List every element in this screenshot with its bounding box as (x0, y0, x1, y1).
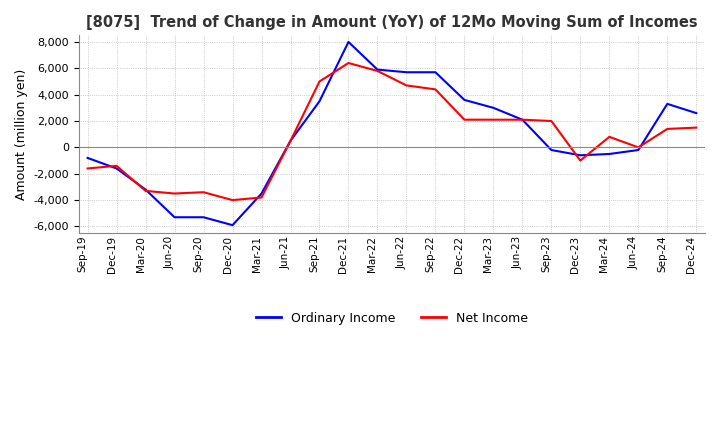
Ordinary Income (141, 187, 150, 192)
Net Income (634, 145, 643, 150)
Net Income (228, 198, 237, 203)
Ordinary Income (373, 67, 382, 72)
Y-axis label: Amount (million yen): Amount (million yen) (15, 69, 28, 200)
Net Income (286, 138, 294, 143)
Ordinary Income (315, 99, 324, 104)
Ordinary Income (84, 155, 92, 161)
Net Income (199, 190, 208, 195)
Title: [8075]  Trend of Change in Amount (YoY) of 12Mo Moving Sum of Incomes: [8075] Trend of Change in Amount (YoY) o… (86, 15, 698, 30)
Ordinary Income (489, 105, 498, 110)
Net Income (489, 117, 498, 122)
Net Income (315, 79, 324, 84)
Net Income (663, 126, 672, 132)
Line: Net Income: Net Income (88, 63, 696, 200)
Net Income (344, 60, 353, 66)
Legend: Ordinary Income, Net Income: Ordinary Income, Net Income (251, 307, 533, 330)
Net Income (257, 195, 266, 200)
Net Income (402, 83, 411, 88)
Ordinary Income (257, 191, 266, 196)
Net Income (112, 163, 121, 169)
Ordinary Income (547, 147, 556, 153)
Line: Ordinary Income: Ordinary Income (88, 42, 696, 225)
Ordinary Income (286, 138, 294, 143)
Net Income (576, 158, 585, 163)
Net Income (460, 117, 469, 122)
Ordinary Income (431, 70, 440, 75)
Net Income (84, 166, 92, 171)
Net Income (170, 191, 179, 196)
Net Income (431, 87, 440, 92)
Ordinary Income (576, 153, 585, 158)
Net Income (605, 134, 613, 139)
Ordinary Income (228, 223, 237, 228)
Ordinary Income (402, 70, 411, 75)
Net Income (692, 125, 701, 130)
Ordinary Income (692, 110, 701, 116)
Ordinary Income (634, 147, 643, 153)
Net Income (547, 118, 556, 124)
Ordinary Income (518, 117, 527, 122)
Ordinary Income (663, 101, 672, 106)
Ordinary Income (344, 39, 353, 44)
Ordinary Income (112, 166, 121, 171)
Ordinary Income (605, 151, 613, 157)
Net Income (141, 188, 150, 194)
Ordinary Income (199, 215, 208, 220)
Ordinary Income (460, 97, 469, 103)
Ordinary Income (170, 215, 179, 220)
Net Income (518, 117, 527, 122)
Net Income (373, 68, 382, 73)
